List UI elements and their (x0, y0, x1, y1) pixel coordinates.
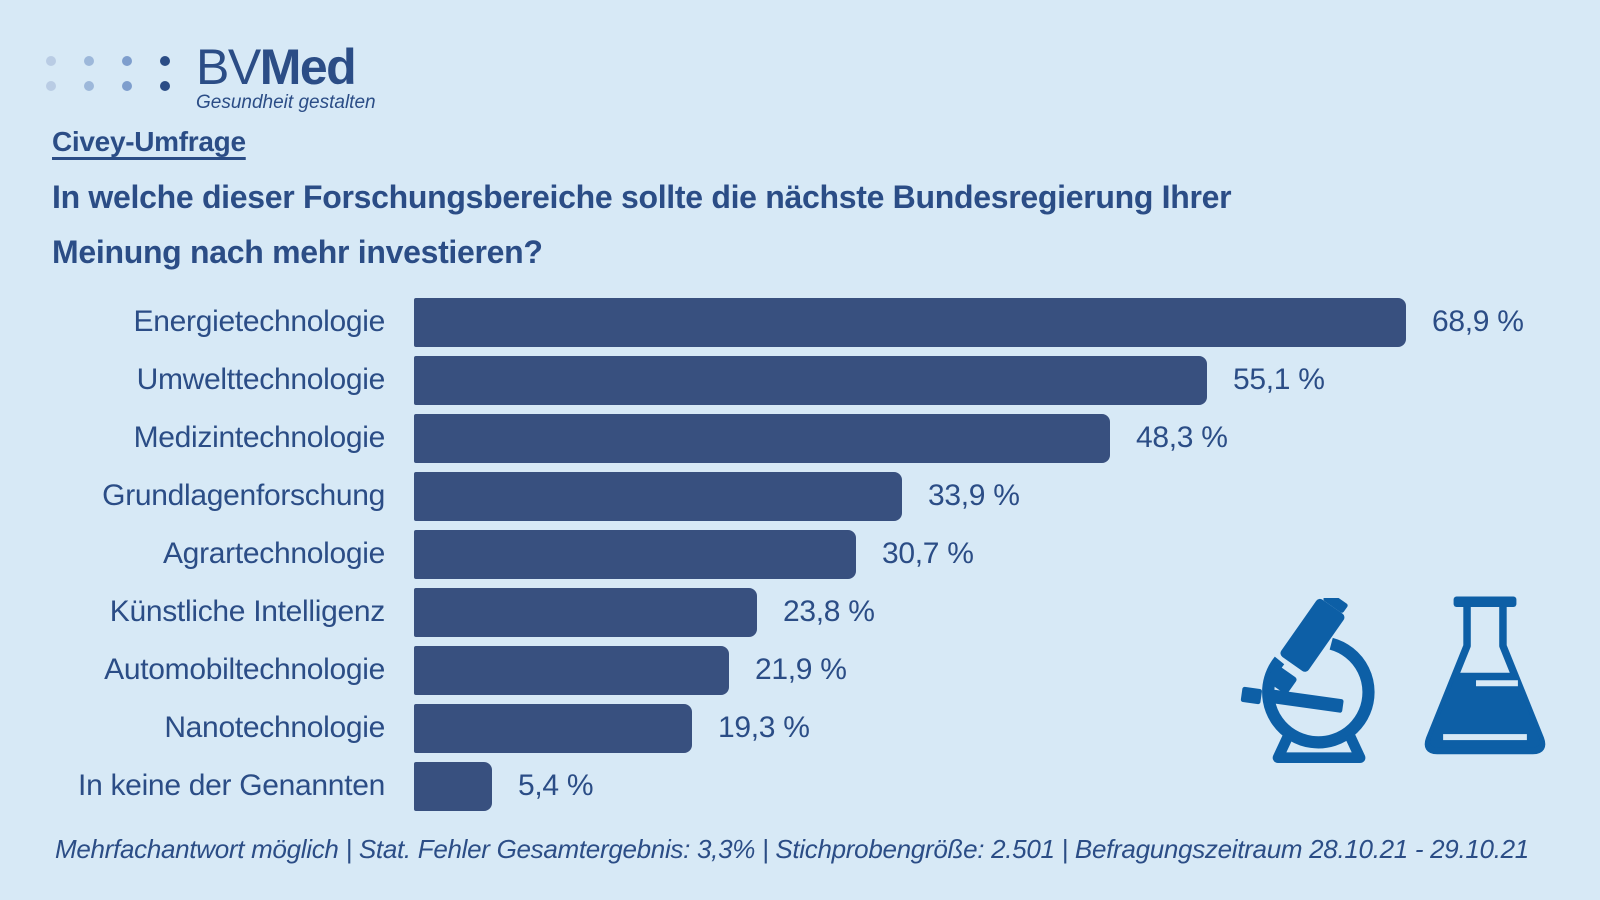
bar (414, 413, 1110, 463)
chart-row: Umwelttechnologie 55,1 % (52, 351, 1552, 409)
bar (414, 471, 902, 521)
bar (414, 355, 1207, 405)
category-label: Nanotechnologie (164, 711, 385, 744)
bar-area: 33,9 % (414, 467, 1020, 525)
chart-row: Medizintechnologie 48,3 % (52, 409, 1552, 467)
category-label: Künstliche Intelligenz (109, 595, 386, 628)
chart-row: Automobiltechnologie 21,9 % (52, 641, 1552, 699)
chart-row: Energietechnologie 68,9 % (52, 293, 1552, 351)
category-label: Energietechnologie (133, 305, 386, 338)
bar (414, 703, 692, 753)
methodology-footnote: Mehrfachantwort möglich | Stat. Fehler G… (55, 834, 1529, 864)
bar-chart: Energietechnologie 68,9 % Umwelttechnologi… (52, 293, 1552, 815)
kicker-civey-umfrage: Civey-Umfrage (52, 126, 246, 157)
bar-area: 55,1 % (414, 351, 1325, 409)
category-label: Medizintechnologie (133, 421, 386, 454)
logo-dot (122, 56, 132, 66)
logo-dot (46, 56, 56, 66)
category-label: Agrartechnologie (162, 537, 385, 570)
logo-text-bv: BV (196, 39, 261, 95)
logo-dot (84, 81, 94, 91)
chart-row: In keine der Genannten 5,4 % (52, 757, 1552, 815)
chart-row: Grundlagenforschung 33,9 % (52, 467, 1552, 525)
chart-row: Künstliche Intelligenz 23,8 % (52, 583, 1552, 641)
bar-area: 5,4 % (414, 757, 594, 815)
bar (414, 761, 492, 811)
bar-area: 48,3 % (414, 409, 1228, 467)
bvmed-logo: BVMed Gesundheit gestalten (46, 42, 376, 112)
value-label: 48,3 % (1136, 421, 1228, 454)
science-icons (1240, 592, 1560, 770)
bar (414, 529, 856, 579)
logo-dot (46, 81, 56, 91)
logo-dot (160, 56, 170, 66)
bar-area: 21,9 % (414, 641, 847, 699)
category-label: Grundlagenforschung (102, 479, 385, 512)
chart-row: Agrartechnologie 30,7 % (52, 525, 1552, 583)
logo-wordmark: BVMed (196, 42, 376, 92)
value-label: 68,9 % (1432, 305, 1524, 338)
flask-icon (1424, 596, 1546, 755)
value-label: 23,8 % (783, 595, 875, 628)
bar-area: 30,7 % (414, 525, 974, 583)
logo-text-block: BVMed Gesundheit gestalten (196, 42, 376, 112)
logo-dots-icon (46, 56, 170, 91)
logo-dot (160, 81, 170, 91)
bar-area: 68,9 % (414, 293, 1524, 351)
value-label: 33,9 % (928, 479, 1020, 512)
logo-dot (122, 81, 132, 91)
bar (414, 297, 1406, 347)
survey-question-title: In welche dieser Forschungsbereiche soll… (52, 179, 1232, 270)
bar (414, 645, 729, 695)
bar-area: 19,3 % (414, 699, 810, 757)
value-label: 5,4 % (518, 769, 594, 802)
chart-row: Nanotechnologie 19,3 % (52, 699, 1552, 757)
value-label: 19,3 % (718, 711, 810, 744)
category-label: Automobiltechnologie (104, 653, 385, 686)
logo-tagline: Gesundheit gestalten (196, 92, 376, 113)
category-label: In keine der Genannten (78, 769, 385, 802)
value-label: 30,7 % (882, 537, 974, 570)
value-label: 55,1 % (1233, 363, 1325, 396)
logo-dot (84, 56, 94, 66)
category-label: Umwelttechnologie (136, 363, 386, 396)
microscope-icon (1240, 598, 1375, 764)
bar-area: 23,8 % (414, 583, 875, 641)
logo-text-med: Med (259, 39, 357, 95)
value-label: 21,9 % (755, 653, 847, 686)
bar (414, 587, 757, 637)
